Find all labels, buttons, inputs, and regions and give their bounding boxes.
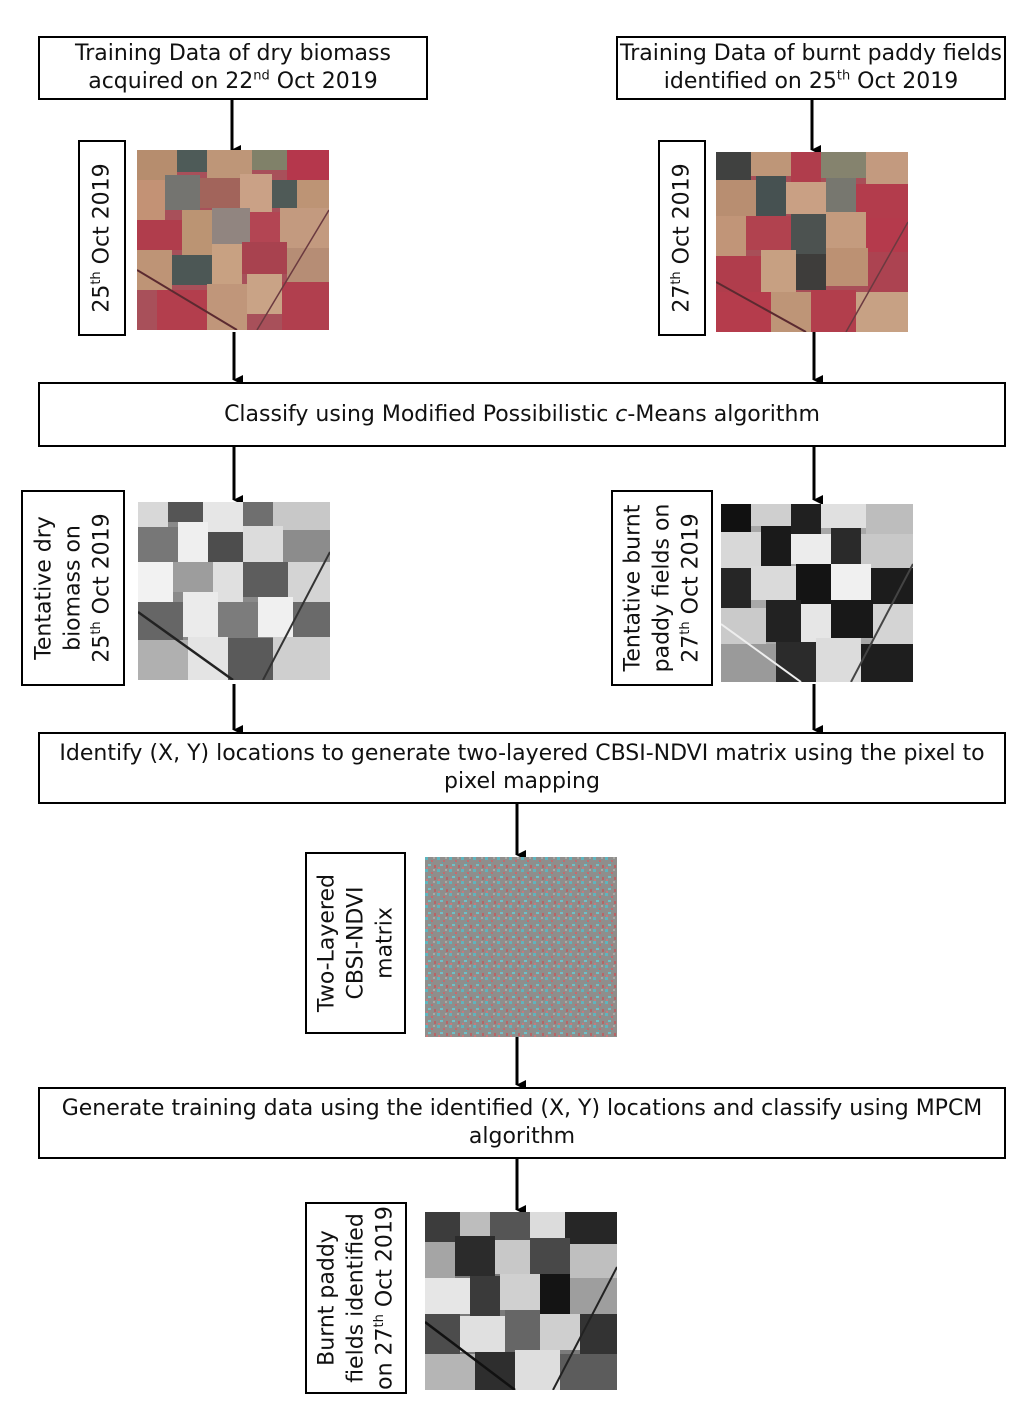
grayscale-burnt-paddy-image [721,504,913,682]
false-color-image-25-oct [137,150,329,330]
training-burnt-line2: identified on 25th Oct 2019 [663,68,959,94]
generate-training-data-box: Generate training data using the identif… [38,1087,1006,1159]
identify-xy-locations-box: Identify (X, Y) locations to generate tw… [38,732,1006,804]
classify-mpcm-box: Classify using Modified Possibilistic c-… [38,382,1006,447]
tentative-dry-biomass-label: Tentative dry biomass on 25th Oct 2019 [21,490,125,686]
training-data-burnt-paddy-box: Training Data of burnt paddy fields iden… [616,36,1006,100]
cbsi-ndvi-matrix-image [425,857,617,1037]
burnt-paddy-result-label: Burnt paddy fields identified on 27th Oc… [305,1202,407,1394]
training-burnt-line1: Training Data of burnt paddy fields [620,41,1002,66]
false-color-image-27-oct [716,152,908,332]
training-dry-line2: acquired on 22nd Oct 2019 [88,68,378,94]
date-label-25-oct: 25th Oct 2019 [78,140,126,336]
training-data-dry-biomass-box: Training Data of dry biomass acquired on… [38,36,428,100]
date-label-27-oct: 27th Oct 2019 [658,140,706,336]
tentative-burnt-paddy-label: Tentative burnt paddy fields on 27th Oct… [611,490,713,686]
identify-line1: Identify (X, Y) locations to generate tw… [59,741,985,766]
burnt-paddy-result-image [425,1212,617,1390]
classify-label: Classify using Modified Possibilistic c-… [224,401,820,427]
training-dry-line1: Training Data of dry biomass [75,41,391,66]
generate-line2: algorithm [468,1124,576,1149]
generate-line1: Generate training data using the identif… [61,1096,983,1121]
grayscale-dry-biomass-image [138,502,330,680]
identify-line2: pixel mapping [444,769,600,794]
two-layered-matrix-label: Two-Layered CBSI-NDVI matrix [305,852,406,1034]
